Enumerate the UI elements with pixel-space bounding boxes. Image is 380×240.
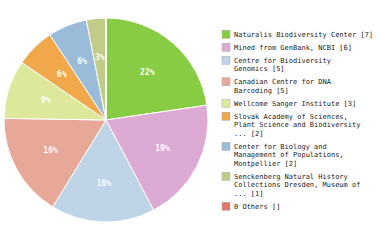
data-label: 6% [57,70,67,79]
pie [4,18,208,222]
legend-swatch [222,78,230,86]
legend-swatch [222,43,230,51]
legend-entry: Canadian Centre for DNABarcoding [5] [234,78,332,95]
chart-container: 22% 19% 16% 16% 9% 6% 6% 3% Naturalis Biodiversi… [0,0,380,240]
legend-entry: Center for Biology andManagement of Popu… [234,143,344,168]
legend-entry: Senckenberg Natural HistoryCollections D… [234,173,360,198]
data-label: 22% [140,68,155,77]
legend-swatch [222,112,230,120]
legend-entry: Mined from GenBank, NCBI [6] [234,44,352,52]
legend-swatch [222,142,230,150]
pie-slice [4,118,106,207]
legend-entry: Slovak Academy of Sciences,Plant Science… [234,113,360,138]
legend: Naturalis Biodiversity Center [7] Mined f… [222,30,373,211]
legend-entry: 0 Others [] [234,203,280,211]
data-label: 19% [155,144,170,153]
data-label: 16% [43,146,58,155]
legend-swatch [222,56,230,64]
data-label: 9% [41,96,51,105]
legend-swatch [222,202,230,210]
legend-swatch [222,30,230,38]
data-labels: 22% 19% 16% 16% 9% 6% 6% 3% [41,53,170,188]
pie-slice [106,18,107,120]
legend-entry: Naturalis Biodiversity Center [7] [234,31,373,39]
data-label: 16% [97,179,112,188]
legend-swatch [222,172,230,180]
legend-entry: Wellcome Sanger Institute [3] [234,100,356,108]
chart: 22% 19% 16% 16% 9% 6% 6% 3% Naturalis Biodiversi… [0,0,380,240]
legend-entry: Centre for BiodiversityGenomics [5] [234,57,331,74]
pie-slice [106,18,207,120]
pie-slice [86,18,106,120]
data-label: 3% [95,53,105,62]
legend-swatch [222,99,230,107]
data-label: 6% [77,57,87,66]
